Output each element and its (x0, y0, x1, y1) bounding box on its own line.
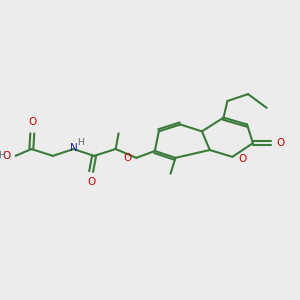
Text: O: O (277, 138, 285, 148)
Text: H: H (0, 152, 5, 160)
Text: H: H (77, 138, 84, 147)
Text: O: O (87, 178, 95, 188)
Text: N: N (70, 143, 77, 153)
Text: O: O (238, 154, 247, 164)
Text: O: O (123, 153, 131, 163)
Text: O: O (2, 151, 11, 161)
Text: O: O (28, 117, 36, 128)
